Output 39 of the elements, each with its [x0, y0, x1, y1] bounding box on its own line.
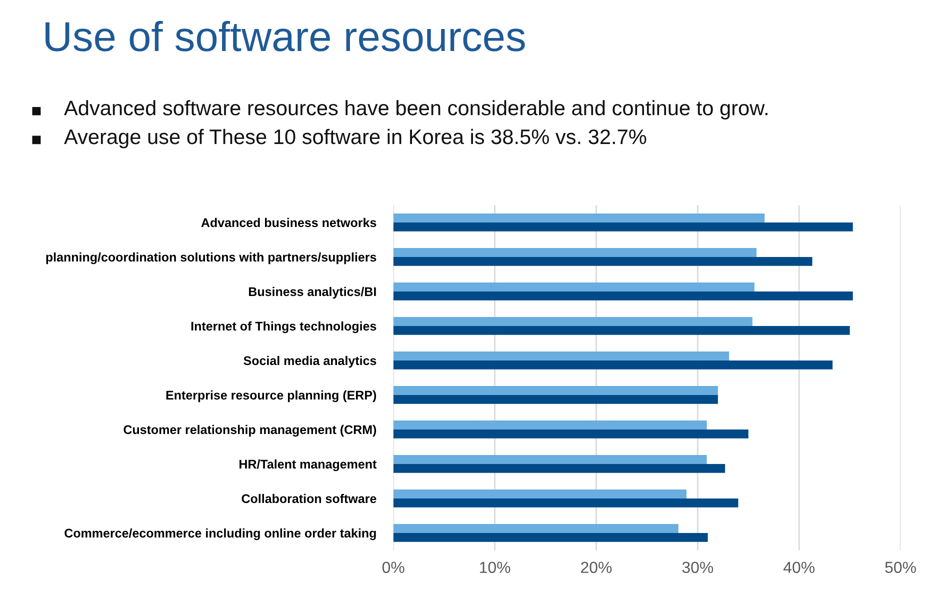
y-tick-label: Social media analytics	[244, 356, 376, 368]
bar	[393, 222, 853, 232]
y-tick-label: Advanced business networks	[201, 218, 376, 228]
bar	[393, 256, 812, 266]
x-tick-label: 30%	[682, 562, 714, 574]
x-tick-label: 10%	[480, 562, 510, 574]
bar	[393, 429, 748, 438]
bar	[393, 489, 686, 498]
x-tick-label: 50%	[885, 562, 916, 574]
y-tick-label: planning/coordination solutions with partners/suppliers	[46, 252, 376, 264]
bar	[393, 386, 718, 395]
bar	[393, 351, 730, 360]
bar	[393, 524, 678, 533]
bar	[393, 248, 756, 257]
x-tick-label: 40%	[783, 562, 815, 574]
bar	[393, 498, 738, 508]
bar	[393, 291, 853, 300]
chart-title: Use of software resources	[46, 20, 525, 52]
bar	[393, 464, 726, 473]
y-tick-label: HR/Talent management	[240, 459, 377, 472]
bar	[393, 213, 765, 222]
y-tick-label: Collaboration software	[242, 494, 376, 504]
bar	[393, 532, 708, 542]
y-tick-label: Customer relationship management (CRM)	[124, 424, 376, 437]
bar	[393, 420, 707, 430]
y-tick-label: Internet of Things technologies	[191, 321, 376, 334]
bar	[393, 316, 752, 326]
text: Advanced software resources have been considerable and continue to grow.	[64, 100, 768, 120]
text: Average use of These 10 software in Korea is 38.5% vs. 32.7%	[64, 128, 646, 148]
x-tick-label: 0%	[382, 562, 404, 574]
bar	[393, 454, 707, 464]
y-tick-label: Enterprise resource planning (ERP)	[166, 390, 376, 402]
y-tick-label: Business analytics/BI	[248, 286, 376, 299]
bar	[393, 360, 833, 370]
x-tick-label: 20%	[581, 562, 612, 574]
bar	[393, 282, 754, 292]
y-tick-label: Commerce/ecommerce including online order taking	[64, 528, 376, 540]
bar	[393, 394, 718, 404]
bar	[393, 326, 850, 335]
